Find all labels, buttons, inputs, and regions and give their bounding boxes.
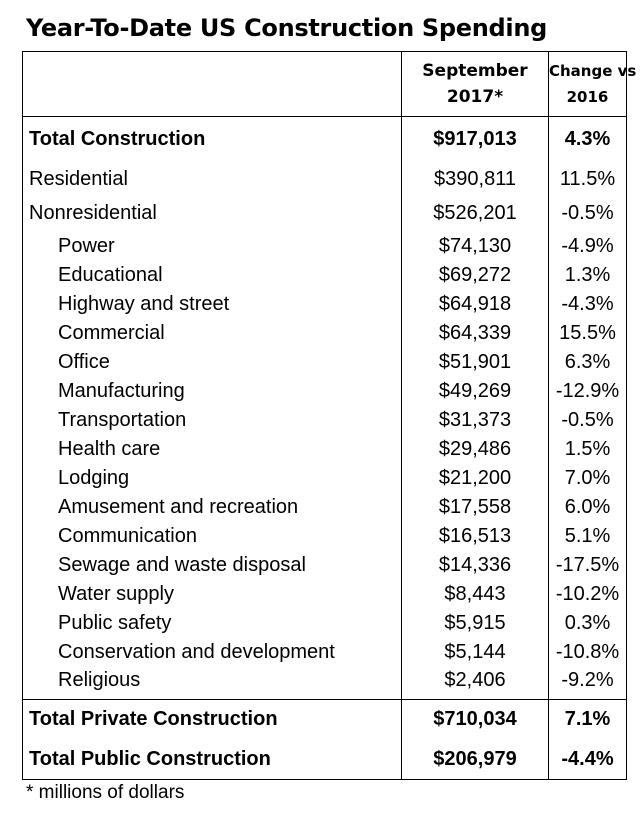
category-change: 1.3%	[548, 260, 627, 290]
nonresidential-row: Nonresidential $526,201 -0.5%	[22, 195, 627, 232]
table-row: Communication $16,513 5.1%	[22, 521, 627, 551]
table-row: Power $74,130 -4.9%	[22, 231, 627, 261]
category-label: Highway and street	[22, 289, 402, 319]
total-construction-change: 4.3%	[548, 116, 627, 163]
table-row: Manufacturing $49,269 -12.9%	[22, 376, 627, 406]
table-row: Educational $69,272 1.3%	[22, 260, 627, 290]
category-label: Communication	[22, 521, 402, 551]
category-label: Office	[22, 347, 402, 377]
category-change: -17.5%	[548, 550, 627, 580]
category-value: $14,336	[401, 550, 549, 580]
total-construction-row: Total Construction $917,013 4.3%	[22, 116, 627, 163]
category-value: $49,269	[401, 376, 549, 406]
category-value: $31,373	[401, 405, 549, 435]
table-row: Sewage and waste disposal $14,336 -17.5%	[22, 550, 627, 580]
nonresidential-value: $526,201	[401, 195, 549, 232]
table-row: Conservation and development $5,144 -10.…	[22, 637, 627, 667]
table-row: Highway and street $64,918 -4.3%	[22, 289, 627, 319]
total-public-value: $206,979	[401, 739, 549, 780]
category-label: Public safety	[22, 608, 402, 638]
total-public-label: Total Public Construction	[22, 739, 402, 780]
category-label: Educational	[22, 260, 402, 290]
category-label: Sewage and waste disposal	[22, 550, 402, 580]
category-label: Transportation	[22, 405, 402, 435]
table-row: Lodging $21,200 7.0%	[22, 463, 627, 493]
nonresidential-label: Nonresidential	[22, 195, 402, 232]
table-row: Transportation $31,373 -0.5%	[22, 405, 627, 435]
table-header-row: September 2017* Change vs 2016	[22, 51, 637, 117]
residential-change: 11.5%	[548, 162, 627, 196]
category-value: $64,339	[401, 318, 549, 348]
category-change: 7.0%	[548, 463, 627, 493]
total-construction-label: Total Construction	[22, 116, 402, 163]
category-change: -10.8%	[548, 637, 627, 667]
category-change: 15.5%	[548, 318, 627, 348]
table-row: Amusement and recreation $17,558 6.0%	[22, 492, 627, 522]
total-private-label: Total Private Construction	[22, 699, 402, 740]
category-value: $64,918	[401, 289, 549, 319]
category-change: -9.2%	[548, 666, 627, 700]
table-row: Public safety $5,915 0.3%	[22, 608, 627, 638]
header-col3-line2: 2016	[566, 88, 609, 106]
nonresidential-change: -0.5%	[548, 195, 627, 232]
category-change: -4.9%	[548, 231, 627, 261]
table-row: Office $51,901 6.3%	[22, 347, 627, 377]
category-value: $5,915	[401, 608, 549, 638]
category-value: $5,144	[401, 637, 549, 667]
category-value: $8,443	[401, 579, 549, 609]
category-change: -12.9%	[548, 376, 627, 406]
category-label: Conservation and development	[22, 637, 402, 667]
category-label: Power	[22, 231, 402, 261]
total-construction-value: $917,013	[401, 116, 549, 163]
category-value: $16,513	[401, 521, 549, 551]
category-change: -0.5%	[548, 405, 627, 435]
category-label: Religious	[22, 666, 402, 700]
total-private-row: Total Private Construction $710,034 7.1%	[22, 699, 627, 740]
category-label: Water supply	[22, 579, 402, 609]
total-private-value: $710,034	[401, 699, 549, 740]
table-row: Religious $2,406 -9.2%	[22, 666, 627, 700]
category-label: Lodging	[22, 463, 402, 493]
header-col3-line1: Change vs	[549, 62, 637, 80]
category-change: 5.1%	[548, 521, 627, 551]
total-public-change: -4.4%	[548, 739, 627, 780]
header-col2-line1: September	[422, 61, 528, 81]
header-label-cell	[22, 51, 402, 117]
category-label: Commercial	[22, 318, 402, 348]
category-value: $69,272	[401, 260, 549, 290]
footnote: * millions of dollars	[26, 782, 185, 803]
total-private-change: 7.1%	[548, 699, 627, 740]
residential-row: Residential $390,811 11.5%	[22, 162, 627, 196]
total-public-row: Total Public Construction $206,979 -4.4%	[22, 739, 627, 780]
category-change: 1.5%	[548, 434, 627, 464]
category-value: $21,200	[401, 463, 549, 493]
header-change-vs-2016: Change vs 2016	[548, 51, 637, 117]
construction-spending-table: September 2017* Change vs 2016 Total Con…	[22, 51, 637, 780]
header-col2-line2: 2017*	[446, 87, 504, 107]
header-september-2017: September 2017*	[401, 51, 549, 117]
category-change: -10.2%	[548, 579, 627, 609]
table-row: Health care $29,486 1.5%	[22, 434, 627, 464]
residential-value: $390,811	[401, 162, 549, 196]
category-label: Amusement and recreation	[22, 492, 402, 522]
page-title: Year-To-Date US Construction Spending	[26, 14, 548, 42]
category-change: -4.3%	[548, 289, 627, 319]
category-value: $2,406	[401, 666, 549, 700]
category-change: 0.3%	[548, 608, 627, 638]
category-label: Manufacturing	[22, 376, 402, 406]
category-value: $29,486	[401, 434, 549, 464]
table-row: Water supply $8,443 -10.2%	[22, 579, 627, 609]
category-value: $74,130	[401, 231, 549, 261]
category-change: 6.3%	[548, 347, 627, 377]
residential-label: Residential	[22, 162, 402, 196]
category-label: Health care	[22, 434, 402, 464]
table-row: Commercial $64,339 15.5%	[22, 318, 627, 348]
category-value: $17,558	[401, 492, 549, 522]
category-change: 6.0%	[548, 492, 627, 522]
category-value: $51,901	[401, 347, 549, 377]
